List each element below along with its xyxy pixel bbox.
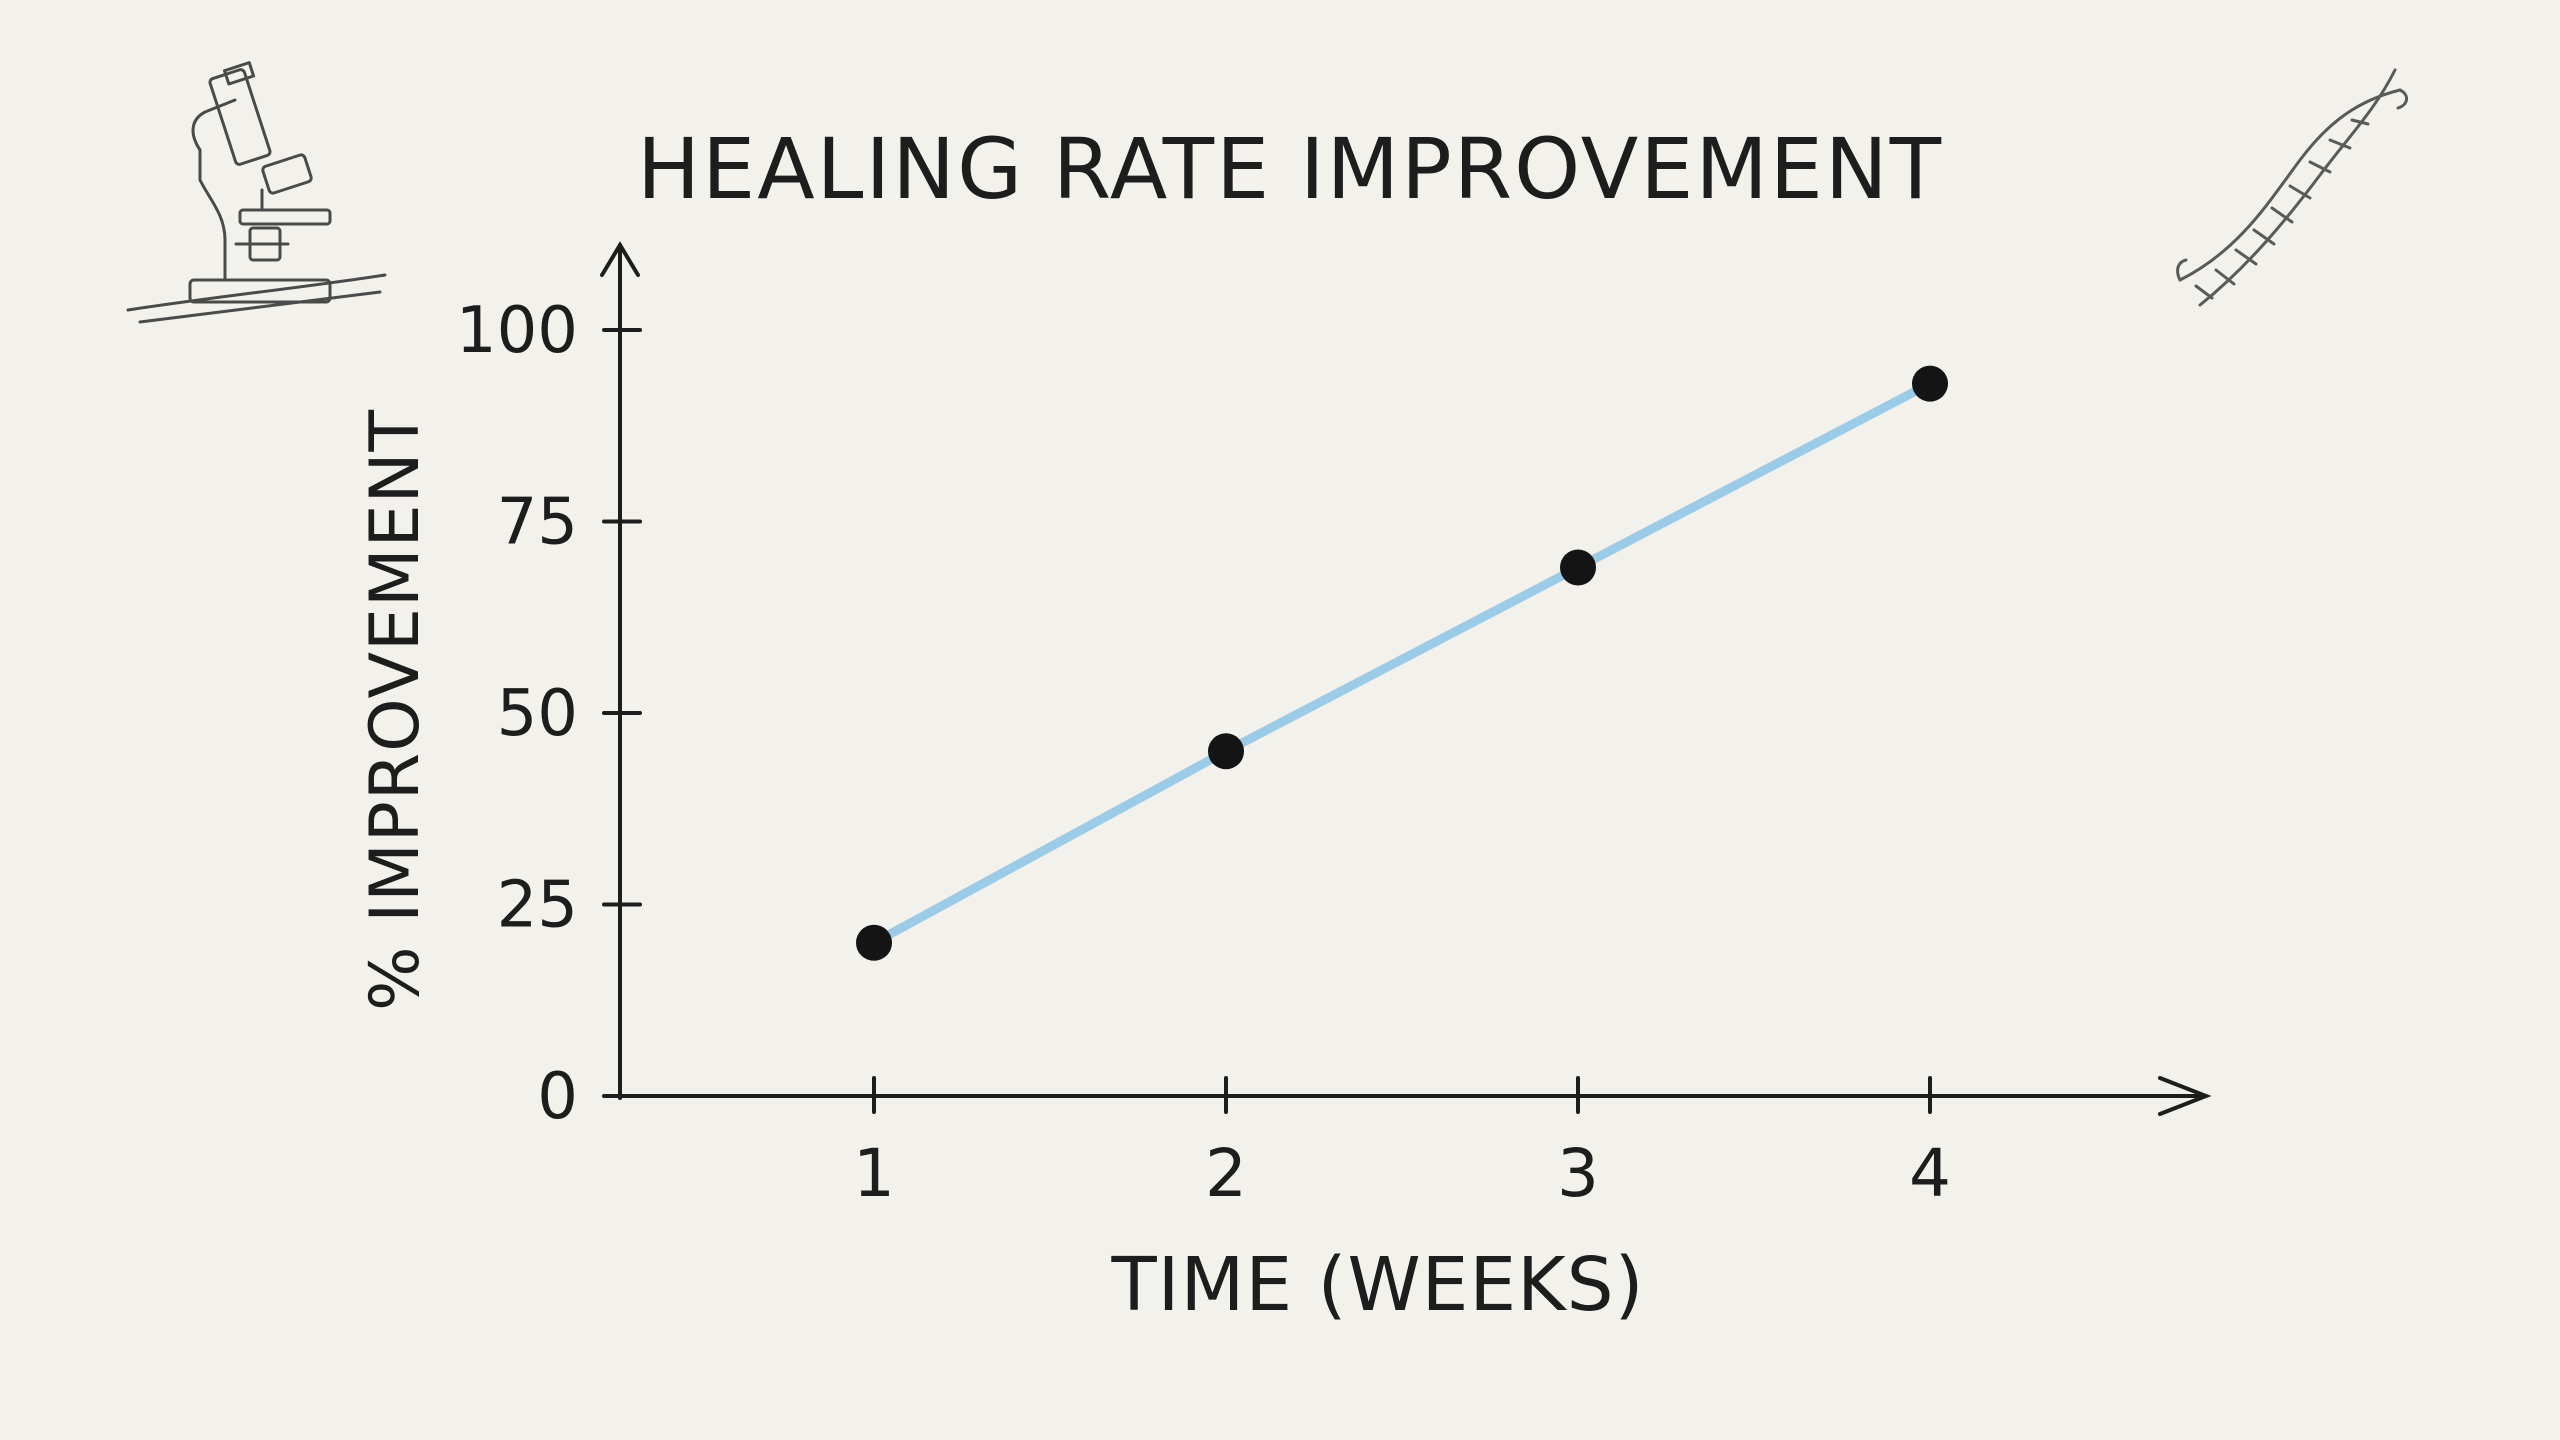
x-tick-label: 3	[1557, 1135, 1599, 1212]
y-tick-label: 75	[497, 486, 578, 560]
x-tick-label: 2	[1205, 1135, 1247, 1212]
data-point	[1912, 365, 1948, 402]
y-tick-label: 100	[456, 294, 578, 368]
data-point	[1208, 733, 1244, 770]
y-tick-group: 0 25 50 75 100	[456, 294, 642, 1134]
x-tick-group: 1 2 3 4	[853, 1076, 1951, 1212]
y-tick-label: 0	[537, 1060, 578, 1134]
dna-helix-icon	[2176, 68, 2408, 307]
data-point	[1560, 549, 1596, 586]
y-axis	[600, 241, 640, 1100]
data-point	[856, 924, 892, 961]
microscope-icon	[126, 61, 387, 324]
y-tick-label: 25	[497, 869, 578, 943]
series-group	[856, 365, 1948, 961]
x-axis	[610, 1076, 2212, 1116]
x-axis-label: TIME (WEEKS)	[1110, 1242, 1644, 1328]
y-tick-label: 50	[497, 677, 578, 751]
series-line	[869, 379, 1935, 948]
x-tick-label: 4	[1909, 1135, 1951, 1212]
x-tick-label: 1	[853, 1135, 895, 1212]
chart-title: HEALING RATE IMPROVEMENT	[637, 120, 1943, 218]
y-axis-label: % IMPROVEMENT	[356, 409, 435, 1011]
